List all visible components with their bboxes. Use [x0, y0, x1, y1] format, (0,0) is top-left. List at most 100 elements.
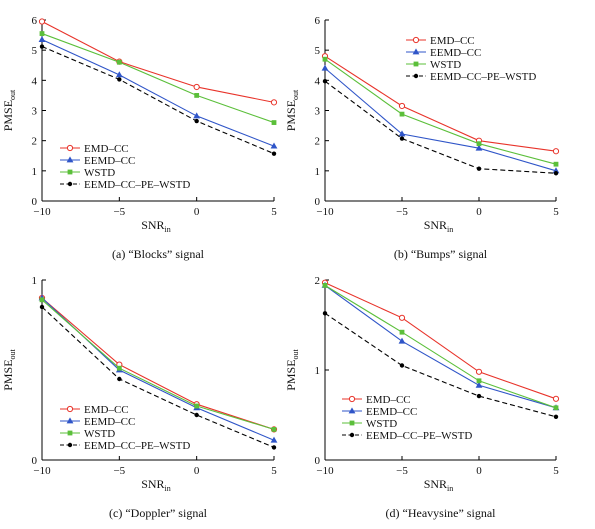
y-axis-label: PMSEout — [284, 89, 300, 131]
legend-label: WSTD — [366, 418, 397, 430]
series-line — [41, 39, 275, 147]
data-point — [194, 93, 200, 98]
data-point — [552, 148, 560, 155]
data-point — [193, 83, 200, 91]
panel-caption: (b) “Bumps” signal — [394, 247, 488, 261]
legend-label: EEMD–CC — [430, 47, 481, 59]
y-axis-label-sub: out — [291, 348, 300, 359]
series-4 — [322, 79, 559, 176]
legend-label: WSTD — [84, 167, 115, 179]
x-tick-label: −5 — [396, 465, 408, 477]
legend-marker — [412, 36, 420, 44]
data-point — [271, 445, 277, 450]
series-4 — [322, 311, 559, 419]
legend-label: EMD–CC — [366, 394, 411, 406]
panel-caption: (a) “Blocks” signal — [112, 247, 205, 261]
data-point — [115, 71, 123, 78]
legend-marker — [66, 156, 74, 163]
data-point — [322, 283, 328, 288]
y-tick-label: 1 — [315, 365, 321, 377]
y-axis-label-main: PMSE — [284, 359, 298, 390]
x-tick-label: 0 — [194, 465, 200, 477]
data-point — [271, 427, 277, 432]
data-point — [399, 363, 405, 368]
data-point — [194, 412, 199, 418]
x-tick-label: 5 — [271, 206, 277, 218]
series-1 — [38, 294, 278, 433]
x-tick-label: −5 — [113, 206, 125, 218]
legend-label: EEMD–CC–PE–WSTD — [84, 440, 190, 452]
data-point — [322, 79, 328, 84]
data-point — [552, 395, 560, 402]
series-4 — [39, 44, 277, 156]
x-tick-label: 5 — [271, 465, 277, 477]
legend-label: EMD–CC — [84, 143, 129, 155]
chart-panel-2: 0 1 2 3 4 5 6 −10 −5 0 5 SNRin PMSEout EMD–CCEEMD–CCW… — [284, 15, 560, 261]
data-point — [116, 59, 122, 65]
x-tick-label: 5 — [553, 465, 559, 477]
series-2 — [38, 36, 278, 149]
data-point — [553, 161, 559, 167]
legend-marker — [66, 417, 74, 424]
legend-label: EMD–CC — [430, 35, 475, 47]
data-point — [116, 365, 122, 371]
legend-label: WSTD — [84, 428, 115, 440]
series-2 — [321, 281, 560, 411]
series-1 — [321, 279, 560, 402]
data-point — [117, 77, 122, 82]
data-point — [193, 112, 201, 119]
series-line — [324, 312, 557, 418]
data-point — [476, 166, 482, 171]
data-point — [194, 118, 199, 124]
data-point — [399, 329, 405, 335]
y-tick-label: 0 — [32, 455, 38, 467]
data-point — [322, 311, 328, 316]
legend-marker — [348, 395, 356, 403]
data-point — [476, 141, 482, 147]
y-axis-label: PMSEout — [284, 348, 300, 390]
series-line — [324, 58, 557, 165]
series-2 — [38, 294, 278, 443]
legend-marker — [348, 407, 356, 414]
legend-marker — [66, 405, 74, 413]
y-axis-label: PMSEout — [1, 348, 17, 390]
data-point — [475, 381, 483, 388]
y-axis-label-sub: out — [8, 348, 17, 359]
x-tick-label: −10 — [33, 206, 51, 218]
y-tick-label: 0 — [315, 455, 321, 467]
legend-label: EEMD–CC — [84, 416, 135, 428]
x-axis-label-sub: in — [447, 484, 453, 493]
chart-panel-1: 0 1 2 3 4 5 6 −10 −5 0 5 SNRin PMSEout EMD–CCEEMD–CCW… — [1, 15, 278, 261]
y-tick-label: 6 — [315, 15, 321, 27]
x-tick-label: 0 — [476, 465, 482, 477]
y-axis-label-main: PMSE — [284, 100, 298, 131]
legend-marker — [412, 48, 420, 55]
y-tick-label: 6 — [32, 15, 38, 27]
data-point — [39, 297, 45, 303]
series-line — [324, 80, 557, 174]
series-line — [324, 282, 557, 400]
x-axis-label-sub: in — [165, 225, 171, 234]
data-point — [475, 144, 483, 151]
data-point — [398, 337, 406, 344]
data-point — [321, 64, 329, 71]
x-axis-label-main: SNR — [424, 477, 447, 491]
x-tick-label: −5 — [113, 465, 125, 477]
series-line — [41, 299, 275, 430]
y-tick-label: 2 — [315, 275, 321, 287]
legend-marker — [66, 144, 74, 152]
data-point — [270, 142, 278, 149]
y-axis-label-sub: out — [291, 89, 300, 100]
legend-marker — [67, 442, 73, 448]
series-line — [324, 55, 557, 152]
legend-marker — [67, 169, 73, 175]
data-point — [39, 31, 45, 36]
x-tick-label: 0 — [194, 206, 200, 218]
data-point — [476, 378, 482, 384]
legend-label: EMD–CC — [84, 404, 129, 416]
legend-label: EEMD–CC–PE–WSTD — [84, 179, 190, 191]
y-tick-label: 2 — [315, 136, 321, 148]
series-1 — [38, 18, 278, 106]
